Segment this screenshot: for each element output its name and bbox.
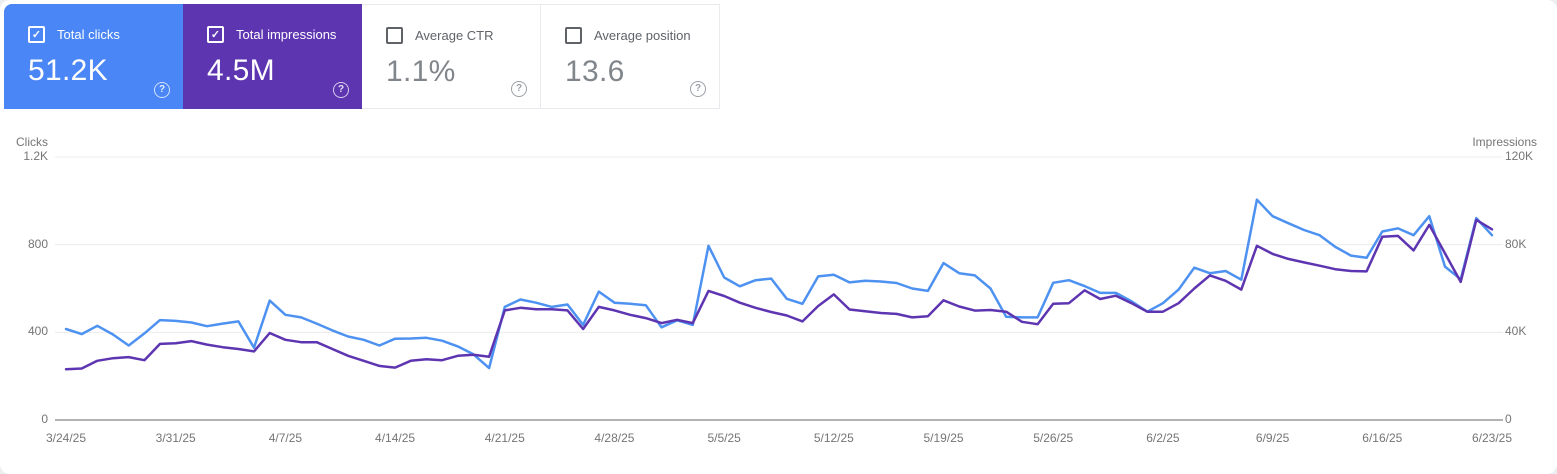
clicks-line[interactable] bbox=[64, 198, 1494, 370]
right-axis-tick-label: 40K bbox=[1505, 324, 1527, 339]
left-axis-tick-label: 400 bbox=[27, 324, 48, 339]
metric-card-label: Average CTR bbox=[415, 28, 494, 43]
average-position-checkbox-icon[interactable] bbox=[565, 27, 582, 44]
x-axis-tick-label: 4/7/25 bbox=[268, 431, 303, 445]
total-impressions-checkbox-icon[interactable]: ✓ bbox=[207, 26, 224, 43]
x-axis-tick-label: 4/28/25 bbox=[594, 431, 635, 445]
metric-card-average-ctr[interactable]: Average CTR 1.1% ? bbox=[362, 4, 541, 109]
metric-card-value: 13.6 bbox=[565, 55, 625, 88]
x-axis-tick-label: 6/9/25 bbox=[1255, 431, 1290, 445]
metric-card-header: ✓ Total clicks bbox=[28, 26, 183, 43]
x-axis-tick-label: 4/21/25 bbox=[484, 431, 525, 445]
total-clicks-checkbox-icon[interactable]: ✓ bbox=[28, 26, 45, 43]
left-axis-tick-label: 800 bbox=[27, 236, 48, 251]
x-axis-tick-label: 3/24/25 bbox=[45, 431, 87, 445]
left-axis-title: Clicks bbox=[16, 135, 48, 149]
metric-card-label: Average position bbox=[594, 28, 691, 43]
metric-card-label: Total impressions bbox=[236, 27, 337, 42]
metric-card-total-impressions[interactable]: ✓ Total impressions 4.5M ? bbox=[183, 4, 362, 109]
x-axis-tick-label: 4/14/25 bbox=[375, 431, 416, 445]
x-axis-tick-label: 5/12/25 bbox=[813, 431, 854, 445]
metric-cards-row: ✓ Total clicks 51.2K ? ✓ Total impressio… bbox=[4, 4, 720, 110]
impressions-line[interactable] bbox=[64, 218, 1494, 371]
help-icon[interactable]: ? bbox=[333, 82, 349, 98]
x-axis-tick-label: 3/31/25 bbox=[155, 431, 196, 445]
metric-card-value: 4.5M bbox=[207, 54, 275, 87]
left-axis-tick-label: 0 bbox=[41, 412, 48, 426]
metric-card-value: 1.1% bbox=[386, 55, 456, 88]
metric-card-header: ✓ Total impressions bbox=[207, 26, 362, 43]
metric-card-label: Total clicks bbox=[57, 27, 120, 42]
x-axis-tick-label: 6/23/25 bbox=[1471, 431, 1513, 445]
metric-card-header: Average position bbox=[565, 27, 719, 44]
metric-card-value: 51.2K bbox=[28, 54, 108, 87]
metric-card-average-position[interactable]: Average position 13.6 ? bbox=[541, 4, 720, 109]
help-icon[interactable]: ? bbox=[690, 81, 706, 97]
right-axis-tick-label: 120K bbox=[1505, 149, 1534, 163]
metric-card-header: Average CTR bbox=[386, 27, 540, 44]
help-icon[interactable]: ? bbox=[154, 82, 170, 98]
right-axis-title: Impressions bbox=[1472, 135, 1537, 149]
help-icon[interactable]: ? bbox=[511, 81, 527, 97]
x-axis-tick-label: 5/19/25 bbox=[923, 431, 964, 445]
x-axis-tick-label: 6/16/25 bbox=[1362, 431, 1403, 445]
x-axis-tick-label: 5/5/25 bbox=[707, 431, 741, 445]
x-axis-tick-label: 5/26/25 bbox=[1033, 431, 1074, 445]
left-axis-tick-label: 1.2K bbox=[23, 149, 48, 163]
average-ctr-checkbox-icon[interactable] bbox=[386, 27, 403, 44]
x-axis-tick-label: 6/2/25 bbox=[1146, 431, 1180, 445]
right-axis-tick-label: 80K bbox=[1505, 236, 1527, 251]
right-axis-tick-label: 0 bbox=[1505, 412, 1512, 426]
metric-card-total-clicks[interactable]: ✓ Total clicks 51.2K ? bbox=[4, 4, 183, 109]
